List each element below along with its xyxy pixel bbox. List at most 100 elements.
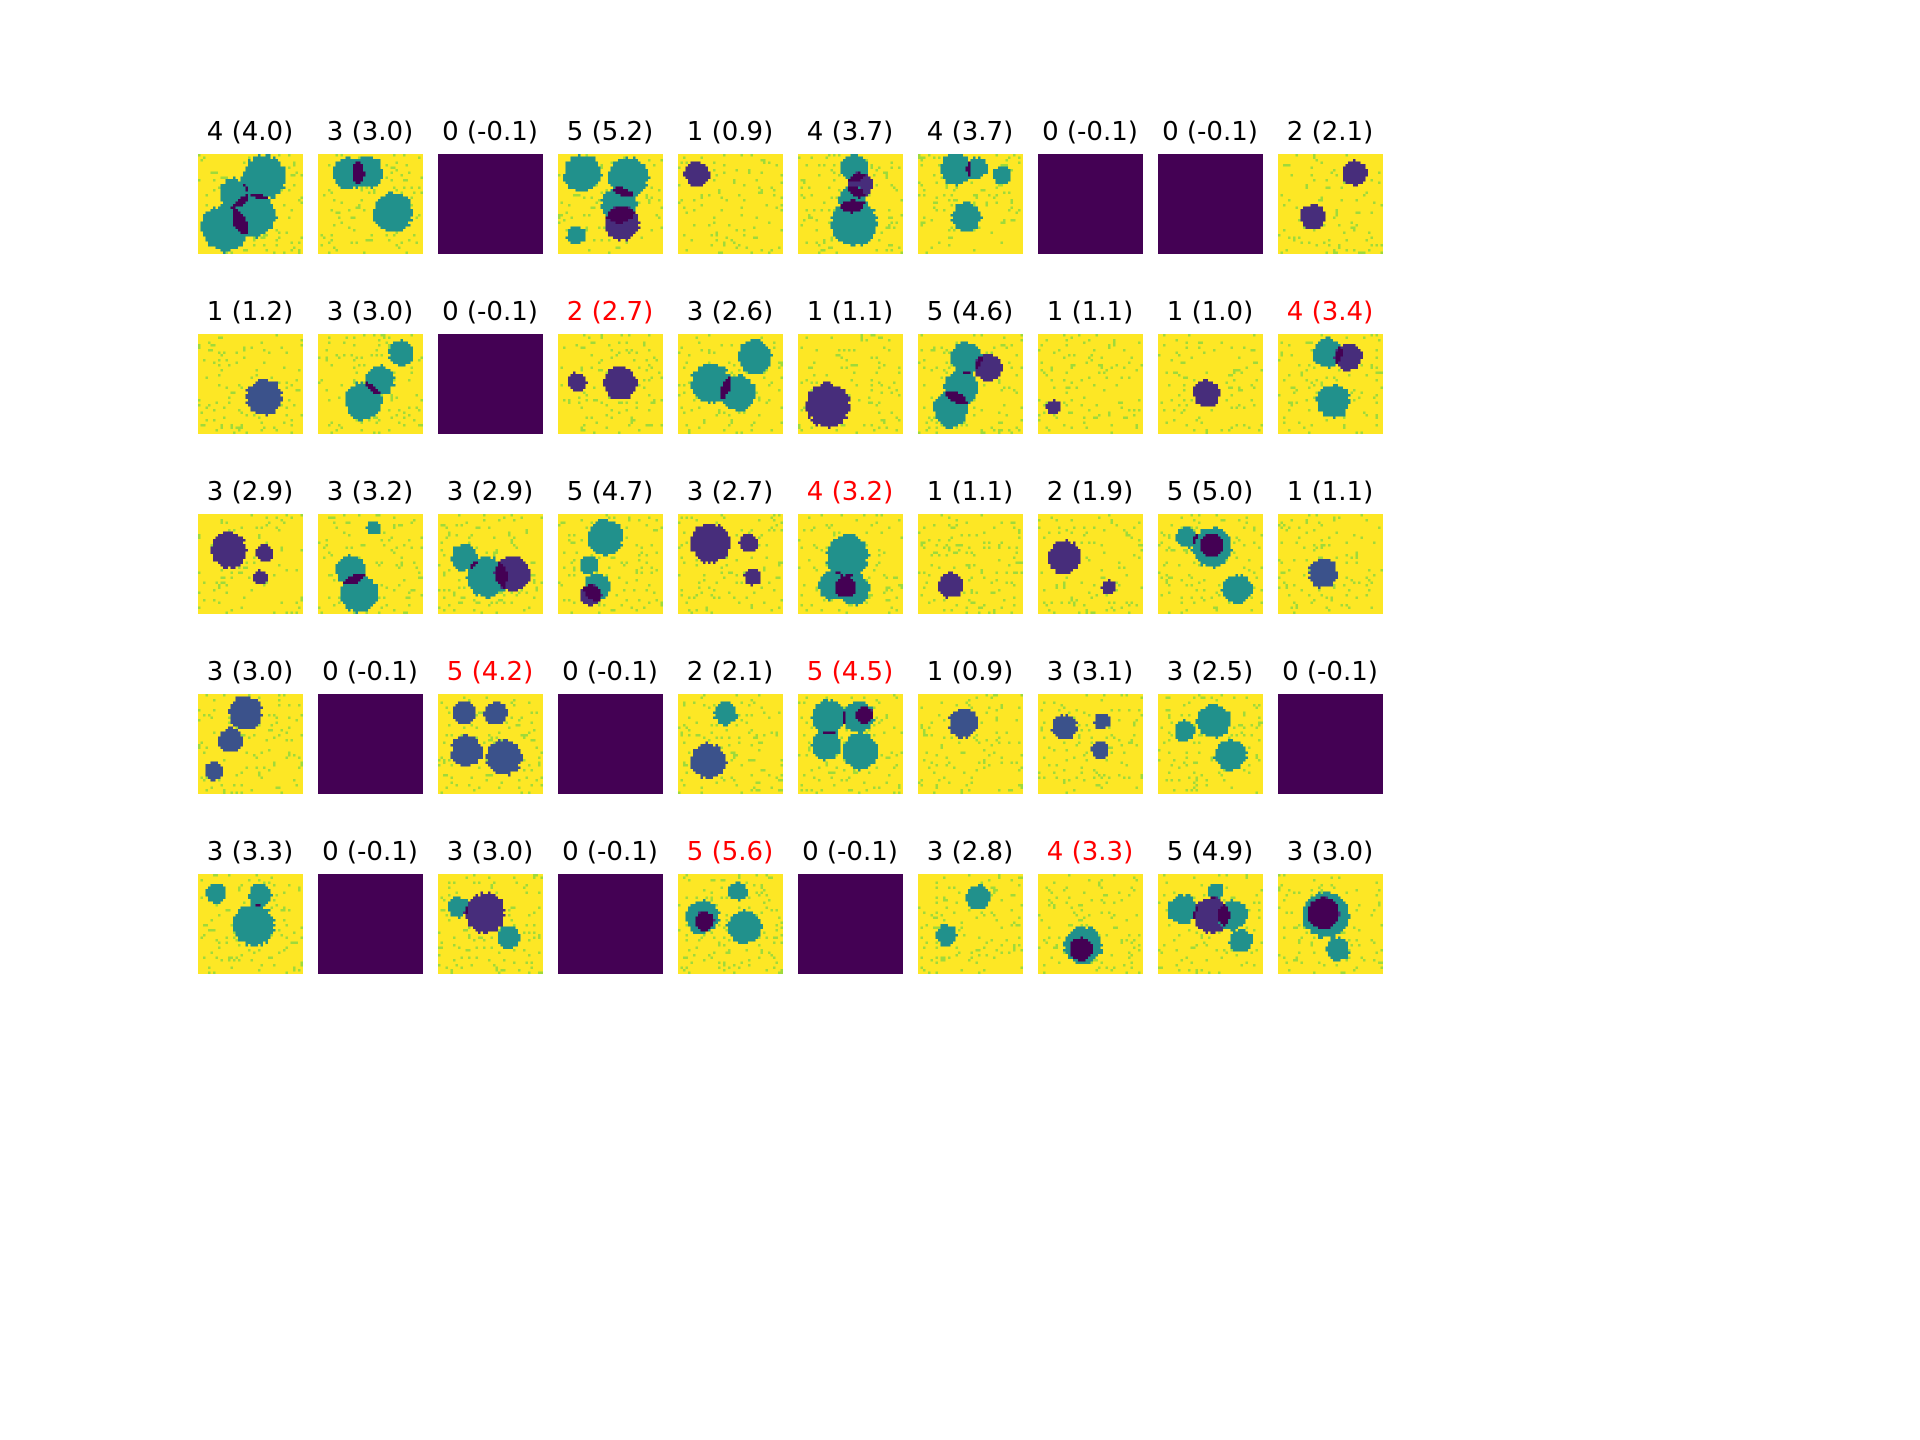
thumbnail-image	[317, 154, 423, 254]
thumbnail-image	[1277, 334, 1383, 434]
thumbnail-cell: 0 (-0.1)	[430, 290, 550, 470]
thumbnail-image	[557, 154, 663, 254]
thumbnail-image	[797, 694, 903, 794]
thumbnail-label: 4 (3.2)	[806, 477, 894, 507]
thumbnail-cell: 4 (3.4)	[1270, 290, 1390, 470]
thumbnail-canvas	[557, 874, 663, 974]
thumbnail-label: 4 (3.3)	[1046, 837, 1134, 867]
thumbnail-label: 3 (2.9)	[206, 477, 294, 507]
thumbnail-cell: 3 (2.8)	[910, 830, 1030, 1010]
thumbnail-cell: 5 (5.2)	[550, 110, 670, 290]
thumbnail-label: 3 (2.9)	[446, 477, 534, 507]
thumbnail-label: 3 (3.0)	[1286, 837, 1374, 867]
thumbnail-label: 3 (2.5)	[1166, 657, 1254, 687]
thumbnail-cell: 4 (4.0)	[190, 110, 310, 290]
thumbnail-cell: 3 (3.0)	[190, 650, 310, 830]
thumbnail-image	[1037, 514, 1143, 614]
thumbnail-canvas	[917, 514, 1023, 614]
thumbnail-image	[317, 874, 423, 974]
thumbnail-label: 3 (3.0)	[446, 837, 534, 867]
thumbnail-image	[437, 514, 543, 614]
thumbnail-image	[677, 334, 783, 434]
thumbnail-canvas	[1157, 694, 1263, 794]
thumbnail-cell: 0 (-0.1)	[1150, 110, 1270, 290]
thumbnail-label: 3 (2.6)	[686, 297, 774, 327]
thumbnail-label: 0 (-0.1)	[322, 657, 418, 687]
thumbnail-image	[317, 694, 423, 794]
thumbnail-image	[557, 694, 663, 794]
thumbnail-image	[1277, 514, 1383, 614]
thumbnail-canvas	[1277, 334, 1383, 434]
thumbnail-cell: 1 (1.2)	[190, 290, 310, 470]
thumbnail-image	[1277, 694, 1383, 794]
thumbnail-cell: 3 (2.7)	[670, 470, 790, 650]
thumbnail-cell: 3 (2.9)	[430, 470, 550, 650]
thumbnail-cell: 1 (1.0)	[1150, 290, 1270, 470]
thumbnail-label: 2 (2.1)	[1286, 117, 1374, 147]
thumbnail-cell: 1 (1.1)	[910, 470, 1030, 650]
thumbnail-canvas	[197, 334, 303, 434]
thumbnail-cell: 3 (2.9)	[190, 470, 310, 650]
thumbnail-cell: 3 (2.5)	[1150, 650, 1270, 830]
thumbnail-label: 1 (1.1)	[1286, 477, 1374, 507]
thumbnail-image	[197, 514, 303, 614]
thumbnail-label: 0 (-0.1)	[1282, 657, 1378, 687]
thumbnail-label: 2 (1.9)	[1046, 477, 1134, 507]
thumbnail-label: 3 (3.0)	[326, 117, 414, 147]
thumbnail-label: 2 (2.1)	[686, 657, 774, 687]
thumbnail-image	[677, 874, 783, 974]
thumbnail-canvas	[557, 334, 663, 434]
thumbnail-cell: 5 (4.7)	[550, 470, 670, 650]
thumbnail-canvas	[197, 514, 303, 614]
thumbnail-cell: 3 (3.3)	[190, 830, 310, 1010]
thumbnail-cell: 2 (2.7)	[550, 290, 670, 470]
thumbnail-canvas	[797, 334, 903, 434]
thumbnail-canvas	[437, 514, 543, 614]
thumbnail-canvas	[317, 514, 423, 614]
thumbnail-cell: 0 (-0.1)	[1270, 650, 1390, 830]
thumbnail-canvas	[677, 154, 783, 254]
thumbnail-cell: 3 (3.0)	[1270, 830, 1390, 1010]
thumbnail-label: 3 (3.0)	[326, 297, 414, 327]
thumbnail-cell: 5 (5.6)	[670, 830, 790, 1010]
thumbnail-label: 5 (4.7)	[566, 477, 654, 507]
thumbnail-cell: 4 (3.3)	[1030, 830, 1150, 1010]
thumbnail-canvas	[677, 514, 783, 614]
thumbnail-label: 0 (-0.1)	[322, 837, 418, 867]
thumbnail-image	[797, 334, 903, 434]
thumbnail-canvas	[317, 874, 423, 974]
thumbnail-canvas	[917, 334, 1023, 434]
thumbnail-cell: 4 (3.7)	[790, 110, 910, 290]
thumbnail-cell: 1 (0.9)	[910, 650, 1030, 830]
thumbnail-label: 0 (-0.1)	[442, 297, 538, 327]
thumbnail-label: 1 (0.9)	[686, 117, 774, 147]
thumbnail-canvas	[197, 874, 303, 974]
thumbnail-image	[797, 154, 903, 254]
thumbnail-cell: 1 (1.1)	[1270, 470, 1390, 650]
thumbnail-canvas	[677, 334, 783, 434]
thumbnail-cell: 1 (0.9)	[670, 110, 790, 290]
thumbnail-canvas	[1157, 514, 1263, 614]
thumbnail-image	[1157, 514, 1263, 614]
thumbnail-canvas	[557, 514, 663, 614]
thumbnail-canvas	[1277, 874, 1383, 974]
thumbnail-grid: 4 (4.0) 3 (3.0) 0 (-0.1) 5 (5.2) 1 (0.9) 4 (3…	[190, 110, 1390, 1010]
thumbnail-label: 3 (3.3)	[206, 837, 294, 867]
thumbnail-label: 0 (-0.1)	[1042, 117, 1138, 147]
thumbnail-cell: 3 (3.1)	[1030, 650, 1150, 830]
thumbnail-label: 3 (2.7)	[686, 477, 774, 507]
thumbnail-label: 0 (-0.1)	[1162, 117, 1258, 147]
thumbnail-cell: 2 (1.9)	[1030, 470, 1150, 650]
thumbnail-canvas	[1037, 154, 1143, 254]
thumbnail-canvas	[917, 874, 1023, 974]
thumbnail-cell: 4 (3.2)	[790, 470, 910, 650]
thumbnail-canvas	[1157, 154, 1263, 254]
thumbnail-cell: 0 (-0.1)	[310, 650, 430, 830]
thumbnail-canvas	[317, 694, 423, 794]
thumbnail-label: 5 (4.2)	[446, 657, 534, 687]
thumbnail-label: 1 (1.2)	[206, 297, 294, 327]
thumbnail-cell: 3 (3.2)	[310, 470, 430, 650]
thumbnail-image	[317, 334, 423, 434]
thumbnail-label: 1 (1.1)	[1046, 297, 1134, 327]
thumbnail-canvas	[917, 694, 1023, 794]
